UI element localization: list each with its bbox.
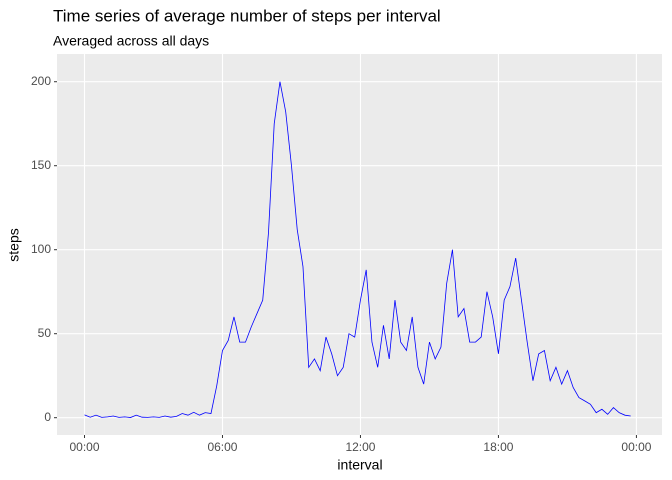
x-tick-label: 00:00 bbox=[69, 440, 99, 454]
y-axis-label: steps bbox=[6, 228, 22, 261]
x-tick-label: 00:00 bbox=[621, 440, 651, 454]
x-tick-label: 18:00 bbox=[483, 440, 513, 454]
plot-panel bbox=[57, 54, 662, 435]
y-tick-label: 50 bbox=[38, 326, 52, 340]
data-line bbox=[84, 81, 631, 418]
chart-title: Time series of average number of steps p… bbox=[53, 6, 441, 25]
y-tick-label: 100 bbox=[31, 242, 51, 256]
y-tick-label: 0 bbox=[44, 410, 51, 424]
y-tick-label: 150 bbox=[31, 158, 51, 172]
x-tick-label: 12:00 bbox=[345, 440, 375, 454]
x-axis-label: interval bbox=[337, 457, 382, 473]
chart-subtitle: Averaged across all days bbox=[53, 33, 209, 49]
y-tick-label: 200 bbox=[31, 74, 51, 88]
x-tick-label: 06:00 bbox=[207, 440, 237, 454]
